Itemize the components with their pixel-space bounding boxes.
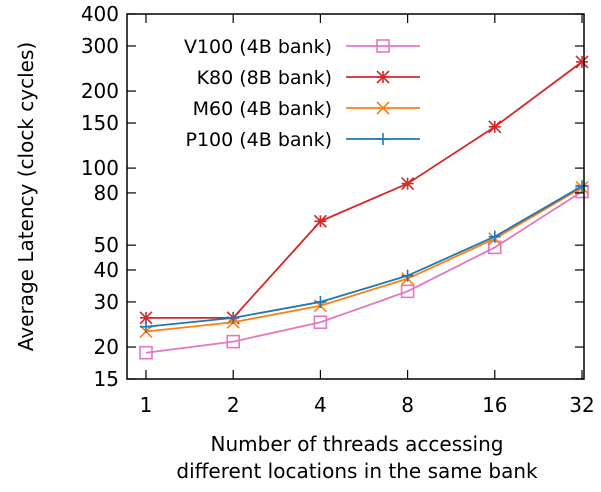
x-axis: 1 2 4 8 16 32 [140, 14, 595, 417]
data-point [401, 269, 414, 282]
series-line [145, 186, 583, 333]
y-tick-label: 80 [94, 181, 119, 205]
legend-label: M60 (4B bank) [193, 98, 332, 120]
series-line [145, 185, 583, 328]
series-1 [139, 55, 589, 325]
y-tick-label: 150 [81, 111, 119, 135]
legend-swatch-marker [376, 39, 390, 53]
y-tick-label: 200 [81, 79, 119, 103]
legend-label: V100 (4B bank) [184, 36, 332, 58]
data-point [313, 315, 328, 330]
series-line [145, 190, 583, 354]
y-tick-label: 400 [81, 2, 119, 26]
legend-item: V100 (4B bank) [184, 36, 420, 58]
x-axis-title-line-1: Number of threads accessing [211, 432, 504, 456]
x-tick-label: 4 [314, 393, 327, 417]
plot-frame [126, 13, 585, 380]
y-tick-label: 100 [81, 156, 119, 180]
y-axis-title: Average Latency (clock cycles) [14, 42, 38, 351]
series-2 [139, 180, 589, 339]
x-axis-title-line-2: different locations in the same bank [176, 459, 538, 483]
series-layer [139, 55, 589, 360]
legend-item: M60 (4B bank) [193, 98, 420, 120]
legend-label: K80 (8B bank) [197, 67, 332, 89]
data-point [488, 120, 502, 134]
series-0 [139, 184, 589, 360]
legend-swatch-marker [377, 133, 389, 145]
data-point [575, 55, 589, 69]
y-tick-label: 15 [94, 367, 119, 391]
data-point [401, 177, 415, 191]
data-point [488, 230, 501, 243]
data-point [314, 295, 327, 308]
data-point [140, 320, 152, 333]
x-tick-label: 8 [401, 393, 414, 417]
data-point [139, 345, 153, 360]
data-point [400, 284, 415, 299]
y-tick-label: 300 [81, 34, 119, 58]
data-point [576, 180, 588, 193]
data-point [313, 214, 327, 228]
x-tick-label: 1 [140, 393, 153, 417]
x-tick-label: 2 [227, 393, 240, 417]
data-point [226, 334, 240, 349]
y-tick-label: 50 [94, 233, 119, 257]
legend: V100 (4B bank) K80 (8B bank) M60 (4B bank)… [184, 36, 420, 151]
legend-label: P100 (4B bank) [186, 129, 333, 151]
y-tick-label: 30 [94, 290, 119, 314]
data-point [227, 311, 240, 324]
legend-item: P100 (4B bank) [186, 129, 420, 151]
legend-item: K80 (8B bank) [197, 67, 420, 89]
x-tick-label: 32 [569, 393, 594, 417]
y-tick-label: 20 [94, 335, 119, 359]
legend-swatch-marker [376, 70, 390, 84]
y-tick-label: 40 [94, 258, 119, 282]
series-3 [140, 180, 588, 333]
x-tick-label: 16 [482, 393, 507, 417]
series-line [146, 61, 583, 319]
legend-swatch-marker [376, 101, 390, 115]
